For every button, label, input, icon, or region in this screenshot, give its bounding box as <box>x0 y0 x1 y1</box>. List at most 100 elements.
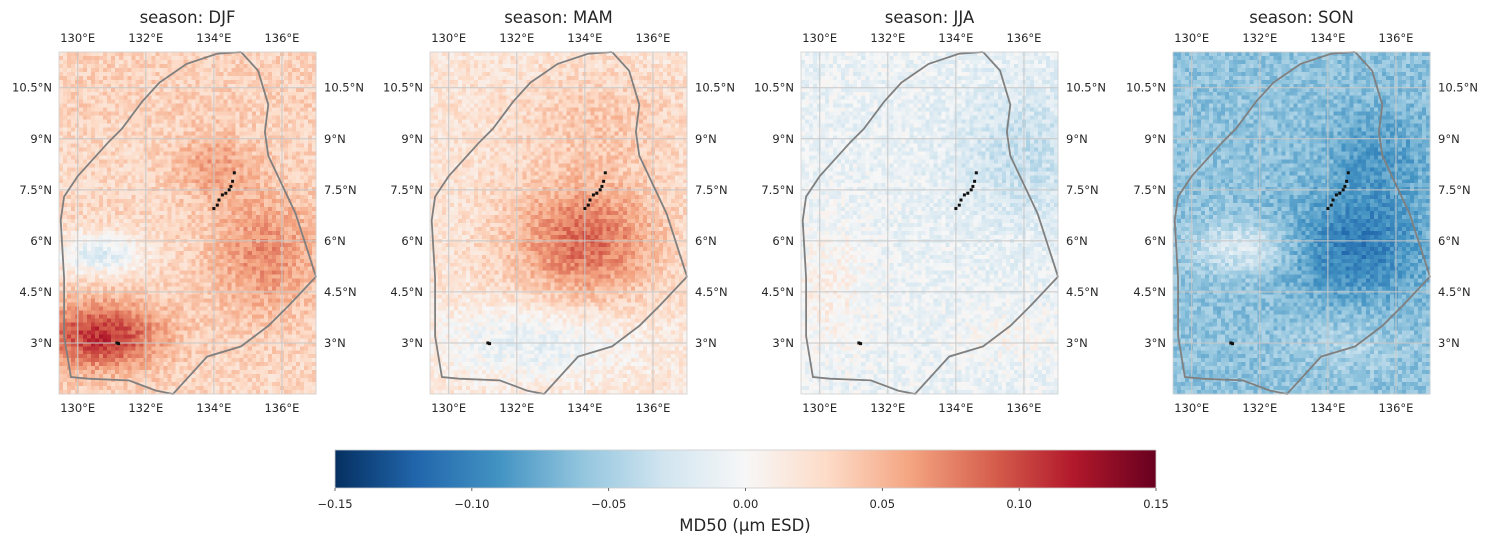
heatmap-cell <box>207 226 212 232</box>
heatmap-cell <box>115 103 120 109</box>
heatmap-cell <box>247 242 253 248</box>
heatmap-cell <box>251 274 257 280</box>
heatmap-cell <box>175 358 180 363</box>
heatmap-cell <box>163 199 168 204</box>
heatmap-cell <box>179 75 184 81</box>
heatmap-cell <box>151 155 156 160</box>
heatmap-cell <box>167 203 172 208</box>
heatmap-cell <box>147 354 152 359</box>
heatmap-cell <box>307 143 313 148</box>
heatmap-cell <box>151 175 156 180</box>
heatmap-cell <box>263 254 269 260</box>
heatmap-cell <box>203 278 208 284</box>
heatmap-cell <box>167 211 172 216</box>
heatmap-cell <box>299 326 305 331</box>
heatmap-cell <box>159 354 164 359</box>
heatmap-cell <box>175 258 180 264</box>
heatmap-cell <box>243 111 249 117</box>
heatmap-cell <box>115 250 120 256</box>
heatmap-cell <box>255 278 261 284</box>
heatmap-cell <box>303 63 309 69</box>
heatmap-cell <box>251 179 257 184</box>
heatmap-cell <box>159 99 164 105</box>
heatmap-cell <box>267 306 273 311</box>
heatmap-cell <box>259 179 265 184</box>
heatmap-cell <box>275 318 281 323</box>
heatmap-cell <box>111 99 116 105</box>
heatmap-cell <box>223 115 229 121</box>
heatmap-cell <box>119 55 124 61</box>
heatmap-cell <box>67 155 72 160</box>
heatmap-cell <box>91 258 96 264</box>
heatmap-cell <box>99 159 104 164</box>
heatmap-cell <box>107 131 112 136</box>
heatmap-cell <box>291 199 297 204</box>
heatmap-cell <box>99 151 104 156</box>
heatmap-cell <box>291 322 297 327</box>
heatmap-cell <box>103 135 108 140</box>
heatmap-cell <box>243 302 249 307</box>
heatmap-cell <box>283 107 289 113</box>
heatmap-cell <box>179 159 184 164</box>
heatmap-cell <box>219 338 225 343</box>
heatmap-cell <box>267 334 273 339</box>
heatmap-cell <box>207 163 212 168</box>
heatmap-cell <box>91 119 96 124</box>
heatmap-cell <box>187 183 192 188</box>
heatmap-cell <box>291 95 297 101</box>
heatmap-cell <box>135 55 140 61</box>
heatmap-cell <box>299 135 305 140</box>
heatmap-cell <box>223 179 229 184</box>
heatmap-cell <box>91 211 96 216</box>
heatmap-cell <box>59 334 64 339</box>
heatmap-cell <box>271 294 277 299</box>
heatmap-cell <box>171 338 176 343</box>
heatmap-cell <box>67 135 72 140</box>
heatmap-cell <box>139 135 144 140</box>
heatmap-cell <box>307 266 313 272</box>
heatmap-cell <box>311 55 317 61</box>
heatmap-cell <box>155 91 160 97</box>
heatmap-cell <box>187 250 192 256</box>
heatmap-cell <box>167 119 172 124</box>
heatmap-cell <box>67 139 72 144</box>
heatmap-cell <box>127 167 132 172</box>
heatmap-cell <box>167 139 172 144</box>
heatmap-cell <box>83 215 88 220</box>
heatmap-cell <box>83 266 88 272</box>
heatmap-cell <box>251 71 257 77</box>
heatmap-cell <box>259 230 265 236</box>
heatmap-cell <box>115 294 120 299</box>
heatmap-cell <box>103 95 108 101</box>
heatmap-cell <box>87 226 92 232</box>
heatmap-cell <box>227 131 233 136</box>
heatmap-cell <box>135 67 140 73</box>
heatmap-cell <box>159 107 164 113</box>
heatmap-cell <box>59 250 64 256</box>
heatmap-cell <box>99 342 104 347</box>
heatmap-cell <box>175 215 180 220</box>
heatmap-cell <box>171 346 176 351</box>
heatmap-cell <box>163 123 168 128</box>
heatmap-cell <box>271 298 277 303</box>
heatmap-cell <box>283 346 289 351</box>
heatmap-cell <box>223 266 229 272</box>
heatmap-cell <box>119 306 124 311</box>
heatmap-cell <box>219 131 225 136</box>
heatmap-cell <box>135 346 140 351</box>
heatmap-cell <box>215 358 221 363</box>
heatmap-cell <box>175 270 180 276</box>
heatmap-cell <box>199 346 204 351</box>
heatmap-cell <box>79 334 84 339</box>
heatmap-cell <box>259 334 265 339</box>
heatmap-cell <box>311 75 317 81</box>
heatmap-cell <box>59 52 64 57</box>
heatmap-cell <box>167 99 172 105</box>
heatmap-cell <box>151 135 156 140</box>
heatmap-cell <box>263 203 269 208</box>
heatmap-cell <box>227 67 233 73</box>
heatmap-cell <box>283 67 289 73</box>
heatmap-cell <box>59 191 64 196</box>
heatmap-cell <box>195 75 200 81</box>
heatmap-cell <box>139 330 144 335</box>
